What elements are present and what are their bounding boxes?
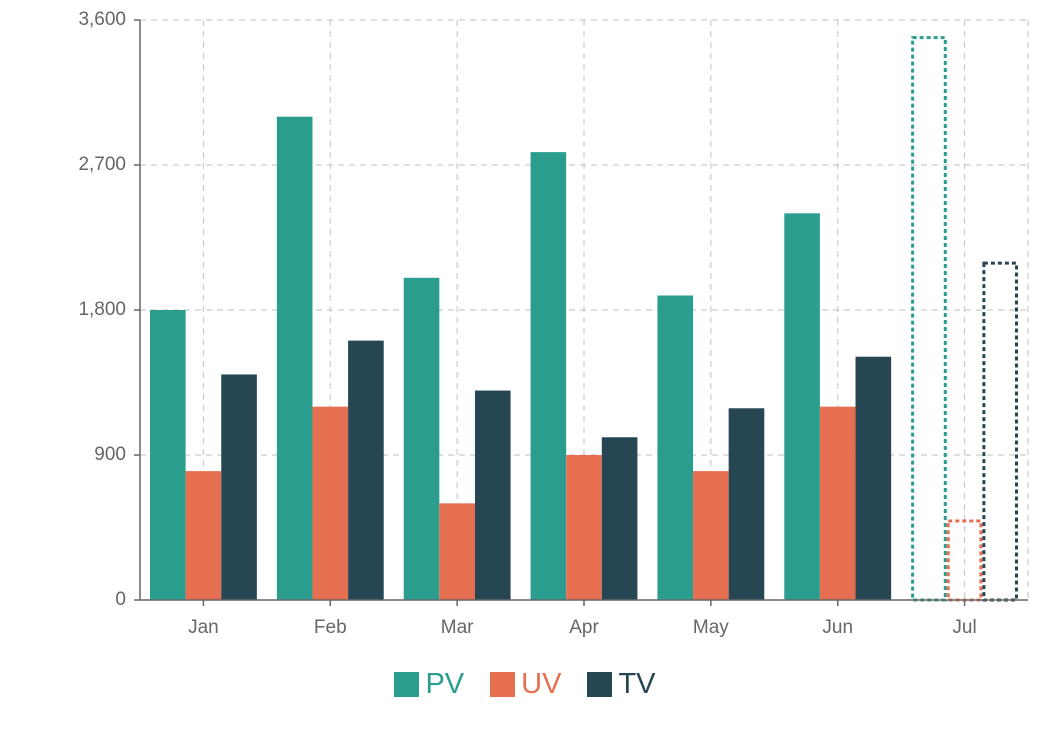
legend-label-uv: UV — [521, 668, 562, 700]
legend-label-pv: PV — [425, 668, 465, 700]
legend-swatch-tv — [587, 672, 613, 697]
x-tick-label: May — [693, 617, 729, 638]
y-tick-label: 0 — [115, 589, 126, 610]
bar-pv-apr — [530, 152, 567, 600]
bar-pv-jun — [784, 213, 820, 601]
x-tick-label: Mar — [441, 617, 474, 638]
bar-uv-may — [693, 471, 729, 600]
y-tick-label: 900 — [94, 444, 126, 465]
bar-tv-mar — [474, 390, 511, 600]
legend-swatch-pv — [394, 672, 420, 697]
legend: PV UV TV — [0, 668, 1050, 701]
y-tick-label: 2,700 — [78, 154, 126, 175]
bar-pv-jan — [150, 310, 186, 600]
bar-tv-jun — [855, 356, 892, 600]
bar-uv-apr — [566, 455, 602, 600]
bar-tv-jan — [221, 374, 257, 600]
legend-item-tv[interactable]: TV — [587, 668, 656, 701]
bar-uv-mar — [439, 503, 475, 600]
bar-tv-jul — [982, 261, 1019, 602]
x-tick-label: Jul — [952, 617, 976, 638]
x-tick-label: Jan — [188, 617, 219, 638]
bar-tv-apr — [601, 437, 638, 600]
bar-pv-mar — [403, 277, 440, 600]
bar-pv-may — [657, 295, 694, 600]
bar-pv-jul — [911, 36, 947, 602]
bar-uv-feb — [312, 406, 349, 600]
x-tick-label: Jun — [822, 617, 853, 638]
bar-tv-feb — [348, 340, 384, 600]
bar-tv-may — [728, 408, 765, 600]
bar-chart-plot: 0 900 1,800 2,700 3,600 Jan Feb Mar Apr May Jun Jul — [78, 9, 1029, 638]
legend-swatch-uv — [490, 672, 516, 697]
legend-item-pv[interactable]: PV — [394, 668, 464, 701]
bar-uv-jun — [819, 406, 856, 600]
bar-pv-feb — [276, 116, 313, 601]
y-tick-label: 1,800 — [78, 299, 126, 320]
x-tick-label: Feb — [314, 617, 347, 638]
x-tick-label: Apr — [569, 617, 599, 638]
legend-label-tv: TV — [618, 668, 656, 700]
bar-uv-jan — [185, 471, 222, 600]
legend-item-uv[interactable]: UV — [490, 668, 561, 701]
y-tick-label: 3,600 — [78, 9, 126, 30]
